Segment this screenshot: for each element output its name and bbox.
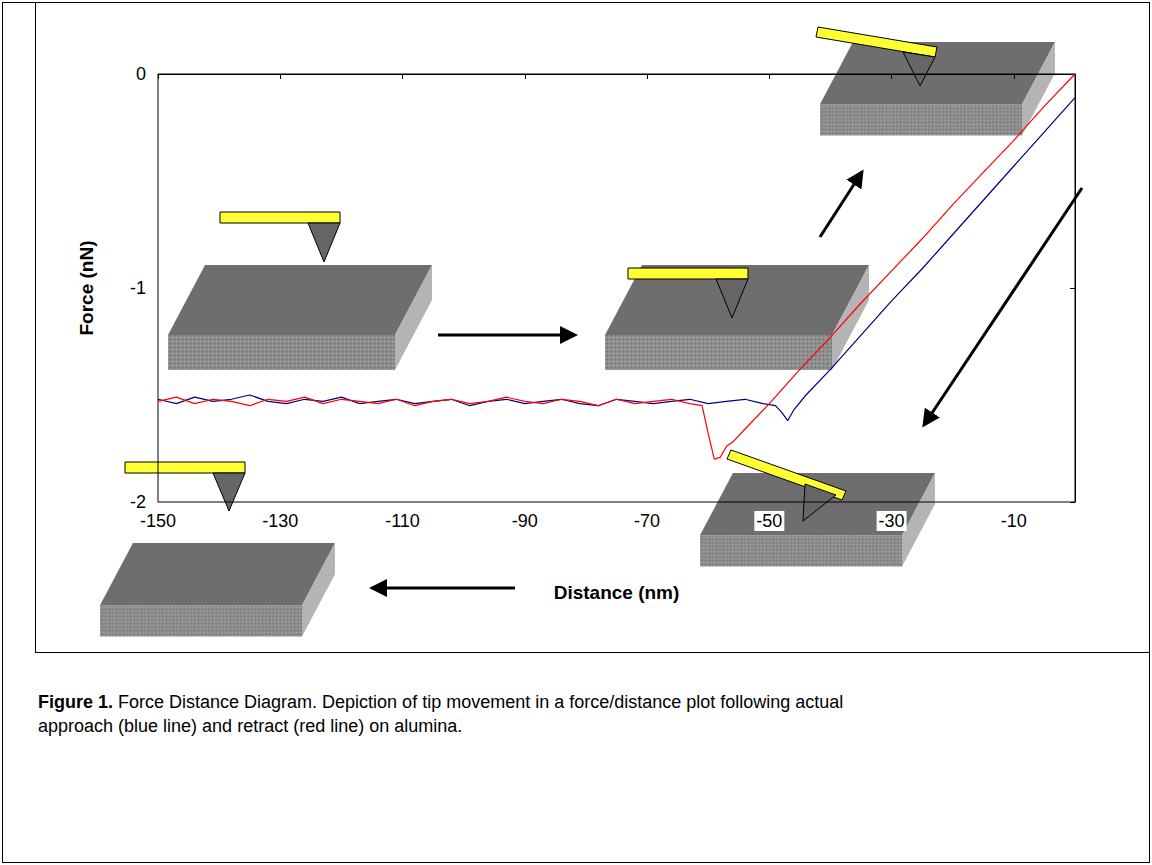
svg-text:-110: -110	[385, 511, 420, 531]
svg-text:-1: -1	[130, 278, 146, 298]
svg-text:-50: -50	[756, 511, 782, 531]
svg-text:-130: -130	[262, 511, 298, 531]
svg-text:Distance (nm): Distance (nm)	[554, 582, 680, 603]
svg-text:-30: -30	[879, 511, 905, 531]
svg-text:-70: -70	[634, 511, 660, 531]
svg-text:-150: -150	[140, 511, 176, 531]
svg-text:-90: -90	[512, 511, 538, 531]
svg-text:-2: -2	[130, 492, 146, 512]
svg-text:Force (nN): Force (nN)	[76, 241, 97, 336]
svg-text:-10: -10	[1001, 511, 1027, 531]
html-text:Figure 1. Force Distance Diagr: Figure 1. Force Distance Diagram. Depict…	[38, 692, 844, 736]
svg-text:0: 0	[136, 64, 146, 84]
